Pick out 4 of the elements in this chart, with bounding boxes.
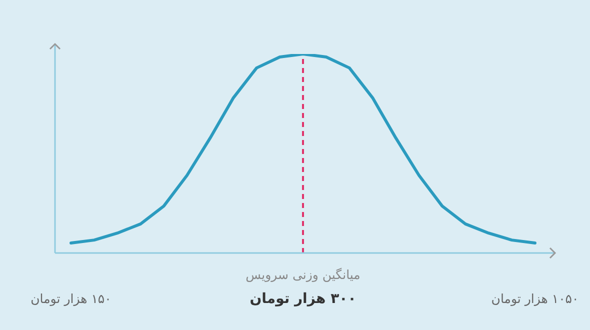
x-tick-label: ۱۵۰ هزار تومان <box>30 291 112 307</box>
ref-line-label: میانگین وزنی سرویس <box>246 267 360 283</box>
x-tick-label: ۳۰۰ هزار تومان <box>250 291 356 307</box>
x-tick-label: ۱۰۵۰ هزار تومان <box>491 291 579 307</box>
